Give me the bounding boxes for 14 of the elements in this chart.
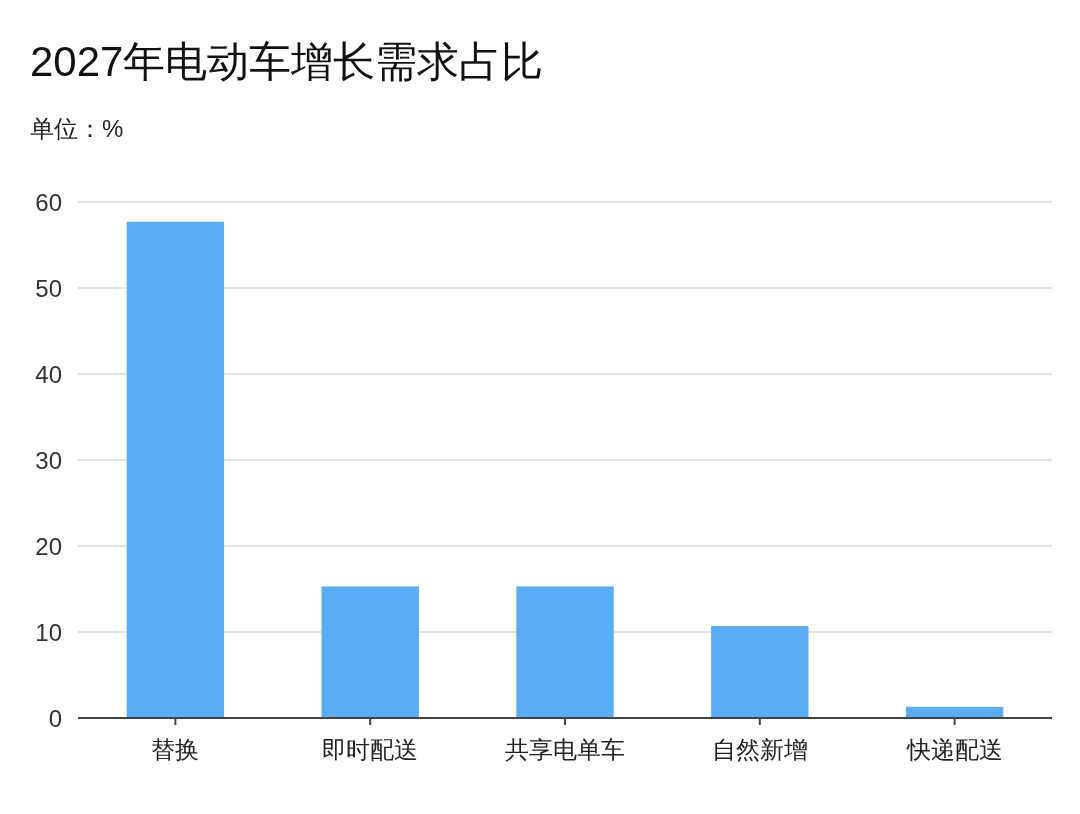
y-tick-label: 10: [35, 618, 62, 646]
x-tick-label: 即时配送: [322, 735, 419, 763]
x-tick-label: 替换: [151, 735, 200, 763]
x-tick-label: 自然新增: [711, 735, 808, 763]
y-tick-label: 20: [35, 532, 62, 560]
x-tick-label: 共享电单车: [505, 735, 625, 763]
y-tick-label: 40: [35, 360, 62, 388]
y-tick-label: 0: [48, 704, 62, 732]
title: 2027年电动车增长需求占比: [30, 38, 544, 85]
x-tick-label: 快递配送: [906, 735, 1003, 763]
subtitle: 单位：%: [30, 115, 124, 142]
y-tick-label: 50: [35, 274, 62, 302]
y-tick-label: 60: [35, 188, 62, 216]
y-tick-label: 30: [35, 446, 62, 474]
